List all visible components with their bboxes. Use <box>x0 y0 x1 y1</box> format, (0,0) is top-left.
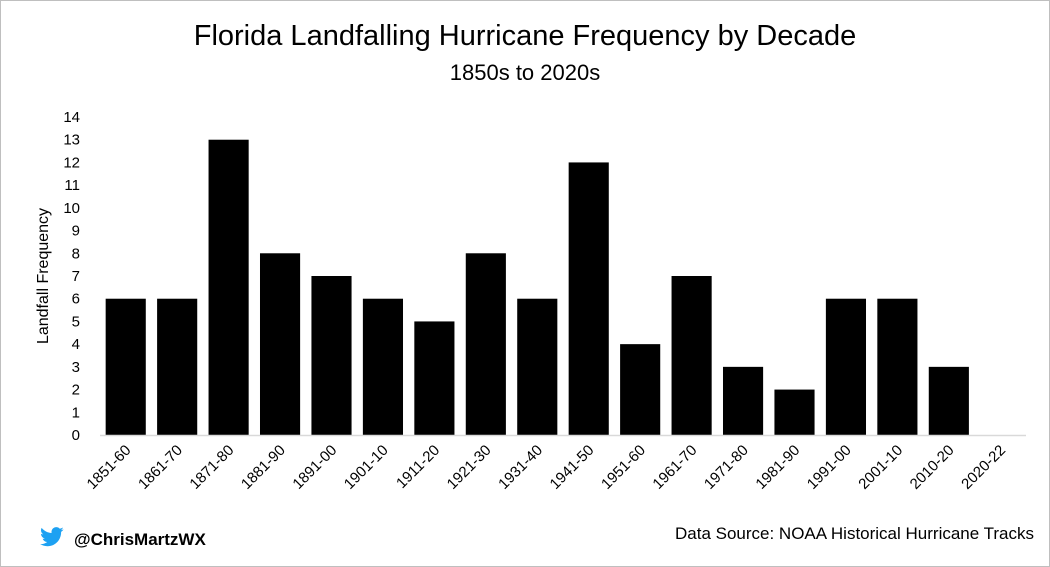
y-axis-label: Landfall Frequency <box>35 208 52 344</box>
x-tick-label: 1951-60 <box>598 442 649 493</box>
y-tick-label: 13 <box>63 132 80 149</box>
x-tick-label: 1871-80 <box>186 442 237 493</box>
twitter-bird-icon <box>40 527 64 552</box>
x-tick-label: 1981-90 <box>752 442 803 493</box>
y-tick-label: 9 <box>72 223 80 240</box>
y-tick-label: 4 <box>72 336 80 353</box>
y-tick-label: 10 <box>63 200 80 217</box>
bar-1911-20 <box>414 321 455 435</box>
x-axis-ticks: 1851-60 1861-70 1871-80 1881-90 1891-00 1901-… <box>84 442 1010 493</box>
y-tick-label: 1 <box>72 404 80 421</box>
chart-subtitle: 1850s to 2020s <box>449 60 601 85</box>
x-tick-label: 1921-30 <box>444 442 495 493</box>
x-tick-label: 1971-80 <box>701 442 752 493</box>
x-tick-label: 1891-00 <box>289 442 340 493</box>
bar-2010-20 <box>928 366 969 435</box>
y-tick-label: 0 <box>72 427 80 444</box>
x-tick-label: 1851-60 <box>84 442 135 493</box>
y-tick-label: 6 <box>72 291 80 308</box>
bar-1981-90 <box>774 389 815 435</box>
bar-1921-30 <box>465 253 506 435</box>
x-tick-label: 1931-40 <box>495 442 546 493</box>
x-tick-label: 1901-10 <box>341 442 392 493</box>
chart-title: Florida Landfalling Hurricane Frequency … <box>193 20 857 52</box>
bar-1851-60 <box>105 298 146 435</box>
bar-2001-10 <box>877 298 918 435</box>
bar-1991-00 <box>825 298 867 435</box>
x-tick-label: 1961-70 <box>649 442 700 493</box>
x-tick-label: 2020-22 <box>958 442 1009 493</box>
bar-1901-10 <box>362 298 404 435</box>
y-tick-label: 8 <box>72 245 80 262</box>
bar-1881-90 <box>259 253 301 435</box>
x-tick-label: 2001-10 <box>855 442 906 493</box>
bar-1931-40 <box>517 298 558 435</box>
y-tick-label: 5 <box>72 313 80 330</box>
bar-1941-50 <box>568 162 609 435</box>
handle-text: @ChrisMartzWX <box>74 529 206 549</box>
bar-1961-70 <box>671 276 712 435</box>
bar-1951-60 <box>620 344 661 435</box>
x-tick-label: 1861-70 <box>135 442 186 493</box>
y-tick-label: 12 <box>63 154 80 171</box>
bar-1871-80 <box>208 139 249 435</box>
y-tick-label: 11 <box>64 177 80 194</box>
x-tick-label: 1991-00 <box>804 442 855 493</box>
twitter-handle: @ChrisMartzWX <box>40 527 206 552</box>
bar-1971-80 <box>722 366 764 435</box>
x-tick-label: 2010-20 <box>907 442 958 493</box>
x-tick-label: 1881-90 <box>238 442 289 493</box>
y-tick-label: 2 <box>72 382 80 399</box>
y-tick-label: 3 <box>72 359 80 376</box>
y-tick-label: 7 <box>72 268 80 285</box>
x-tick-label: 1911-20 <box>393 442 443 492</box>
bar-1891-00 <box>311 276 352 435</box>
data-source: Data Source: NOAA Historical Hurricane T… <box>674 524 1034 543</box>
bars <box>105 139 969 435</box>
bar-1861-70 <box>157 298 198 435</box>
x-tick-label: 1941-50 <box>547 442 598 493</box>
y-tick-label: 14 <box>63 109 80 126</box>
